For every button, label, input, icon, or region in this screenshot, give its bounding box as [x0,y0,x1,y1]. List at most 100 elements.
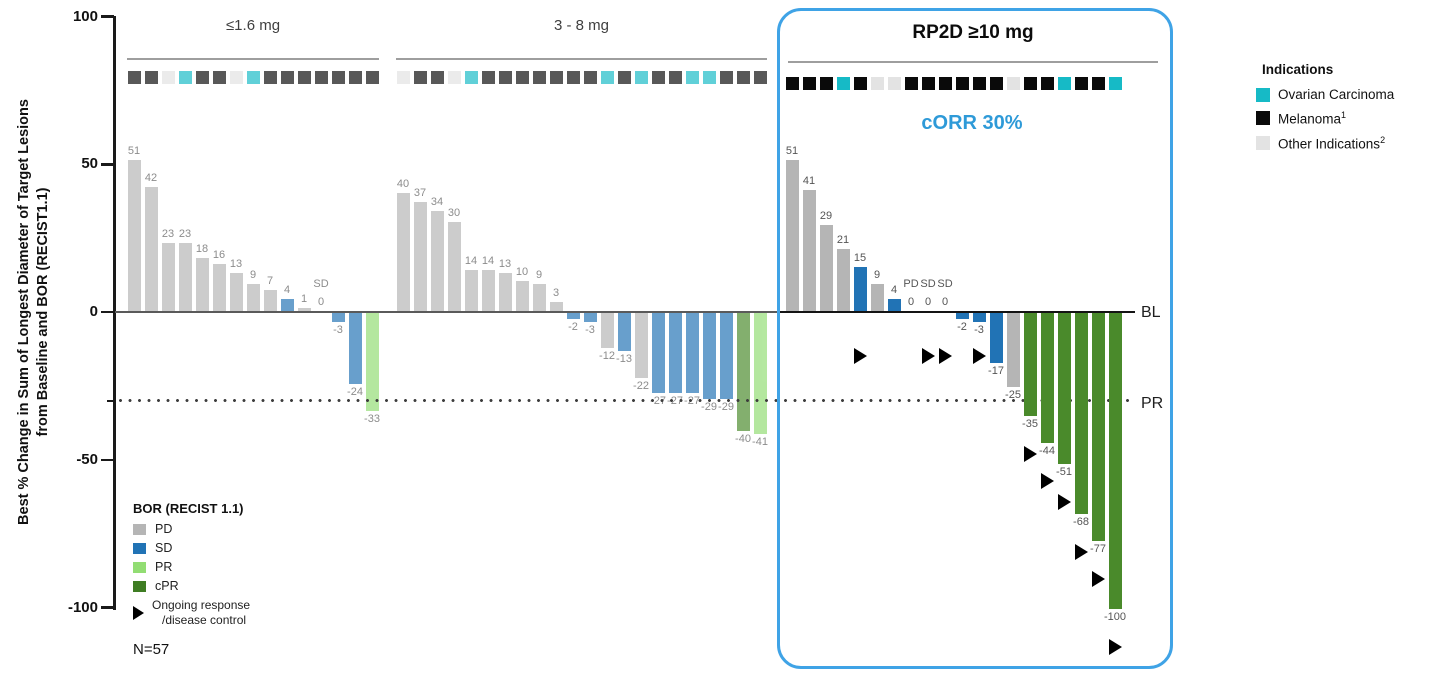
bar-value-label: 7 [266,275,274,288]
bar-value-label: 37 [413,186,427,199]
bor-annotation-label: PD [903,278,919,290]
bar [1040,313,1054,444]
bor-legend-swatch [133,561,146,573]
bor-legend-swatch [133,542,146,554]
bar-value-label: 13 [229,257,243,270]
indication-square [1023,77,1037,90]
bar-value-label: -3 [333,323,343,336]
bar [396,192,410,311]
bor-legend-label: cPR [155,579,179,593]
indication-square [515,71,529,84]
indication-square [498,71,512,84]
bor-legend-item: cPR [133,579,250,593]
bar [532,284,546,311]
bor-legend-label: PD [155,522,173,536]
bar-value-label: 23 [178,228,192,241]
indication-square [955,77,969,90]
indications-legend-title: Indications [1262,62,1334,77]
indication-square [1057,77,1071,90]
indication-square [447,71,461,84]
bar [634,313,648,378]
bor-legend-item: PD [133,522,250,536]
dose-group-header-line [396,58,767,60]
bar-value-label: -13 [616,353,632,366]
bar-value-label: 0 [317,296,325,308]
bar [668,313,682,393]
indication-square [853,77,867,90]
bar-value-label: -25 [1005,388,1021,401]
indication-square [785,77,799,90]
indication-square [549,71,563,84]
indication-square [753,71,767,84]
bar [685,313,699,393]
baseline-zero-line [115,311,777,313]
bar-value-label: -35 [1022,418,1038,431]
indication-square [396,71,410,84]
indication-square [972,77,986,90]
bar-value-label: -44 [1039,445,1055,458]
n-total-label: N=57 [133,641,170,658]
indication-square [668,71,682,84]
y-axis-tick-label: -100 [67,598,98,616]
indication-legend-swatch [1256,87,1270,102]
bar [785,160,799,311]
indication-square [365,71,379,84]
indication-square [280,71,294,84]
bar [955,313,969,319]
indication-legend-swatch [1256,135,1270,150]
indication-square [583,71,597,84]
bar [430,210,444,311]
bar-value-label: 9 [535,269,543,282]
corr-label: cORR 30% [921,112,1023,134]
bar [331,313,345,322]
dose-group-header-line [127,58,379,60]
indication-square [1040,77,1054,90]
bar [515,281,529,311]
y-axis-tick [101,458,114,461]
bar-value-label: 9 [873,269,881,282]
bar [161,243,175,311]
indication-square [887,77,901,90]
bor-legend-label: SD [155,541,173,555]
bar-value-label: 0 [941,296,949,308]
bor-annotation-label: SD [313,278,329,290]
bar-value-label: -29 [718,400,734,413]
indication-square [634,71,648,84]
indication-square [819,77,833,90]
bar-value-label: 30 [447,207,461,220]
indication-square [212,71,226,84]
bar-value-label: 14 [464,254,478,267]
ongoing-marker-icon [1091,570,1105,587]
indication-square [348,71,362,84]
indication-square [413,71,427,84]
bor-annotation-label: SD [920,278,936,290]
indication-square [464,71,478,84]
dose-group-label: RP2D ≥10 mg [912,22,1034,43]
ongoing-marker-icon [938,348,952,364]
bor-legend: BOR (RECIST 1.1) PD SD PR cPR Ongoing respo… [133,501,250,633]
bar [297,308,311,311]
indication-square [229,71,243,84]
pr-threshold-line [119,399,1134,402]
indication-legend-label: Other Indications2 [1278,134,1386,152]
bar-value-label: 16 [212,248,226,261]
bar [127,160,141,311]
indications-legend: Indications Ovarian Carcinoma Melanoma1 Ot… [1256,62,1394,159]
indication-square [802,77,816,90]
bar [972,313,986,322]
y-axis-tick [101,15,114,18]
baseline-zero-line-highlighted [777,311,1135,313]
indication-square [314,71,328,84]
ongoing-legend-line2: /disease control [162,613,247,627]
bar [802,189,816,311]
bar-value-label: 13 [498,257,512,270]
bor-legend-ongoing-item: Ongoing response /disease control [133,598,250,628]
bor-legend-swatch [133,523,146,535]
y-axis-tick [101,606,114,609]
indication-square [600,71,614,84]
